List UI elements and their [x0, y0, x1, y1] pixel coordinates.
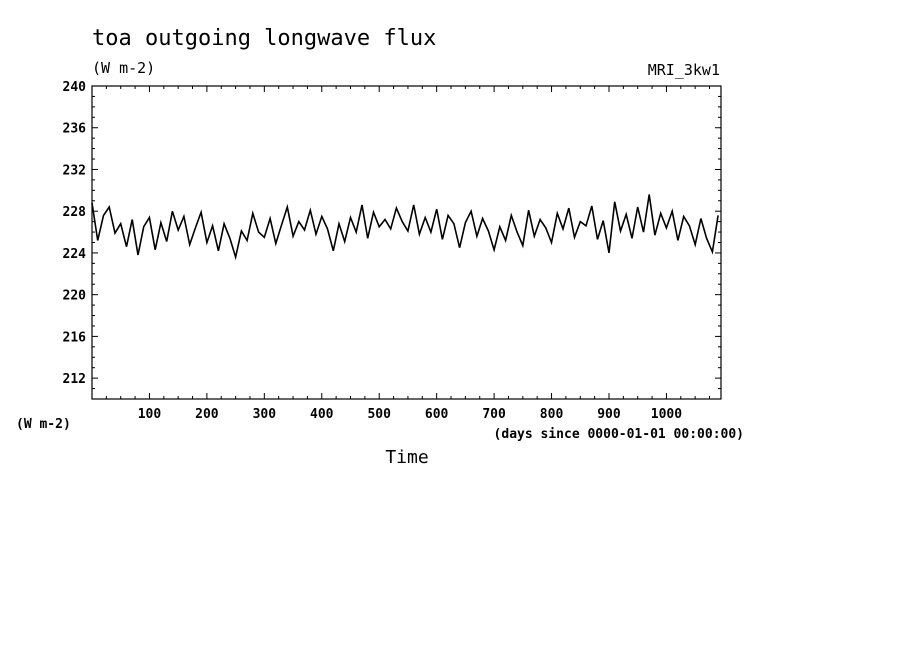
y-tick-label: 212 — [63, 372, 86, 387]
x-tick-label: 500 — [367, 407, 391, 422]
series-line — [91, 194, 719, 261]
x-tick-label: 300 — [253, 407, 277, 422]
chart-units: (W m-2) — [92, 59, 155, 77]
x-tick-label: 600 — [425, 407, 449, 422]
plot-frame — [91, 85, 722, 400]
y-tick-label: 232 — [63, 163, 86, 178]
y-axis-label: (W m-2) — [16, 417, 71, 432]
x-tick-label: 200 — [195, 407, 219, 422]
x-tick-label: 1000 — [651, 407, 682, 422]
y-tick-label: 240 — [63, 80, 87, 95]
x-tick-label: 800 — [540, 407, 564, 422]
y-axis: 212 216 220 224 228 232 236 240 — [63, 80, 721, 390]
model-label: MRI_3kw1 — [648, 61, 720, 79]
x-tick-label: 100 — [138, 407, 162, 422]
y-tick-label: 236 — [63, 122, 87, 137]
y-tick-label: 216 — [63, 330, 87, 345]
chart-title: toa outgoing longwave flux — [92, 26, 436, 51]
y-tick-label: 224 — [63, 247, 87, 262]
x-axis-units: (days since 0000-01-01 00:00:00) — [494, 427, 744, 442]
x-axis: 100 200 300 400 500 600 700 800 900 1000 — [105, 86, 711, 422]
y-tick-label: 228 — [63, 205, 87, 220]
x-tick-label: 400 — [310, 407, 334, 422]
x-axis-label: Time — [385, 447, 428, 468]
y-tick-label: 220 — [63, 289, 87, 304]
x-tick-label: 700 — [482, 407, 506, 422]
x-tick-label: 900 — [597, 407, 621, 422]
